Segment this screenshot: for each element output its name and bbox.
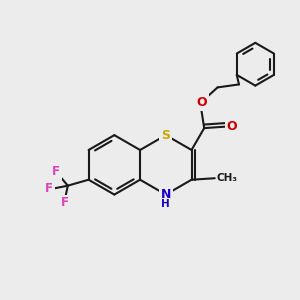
Text: F: F: [52, 166, 60, 178]
Text: O: O: [196, 96, 206, 110]
Text: CH₃: CH₃: [216, 173, 237, 183]
Text: N: N: [160, 188, 171, 201]
Text: O: O: [227, 120, 237, 133]
Text: S: S: [161, 129, 170, 142]
Text: F: F: [45, 182, 53, 195]
Text: F: F: [61, 196, 69, 209]
Text: H: H: [161, 199, 170, 209]
